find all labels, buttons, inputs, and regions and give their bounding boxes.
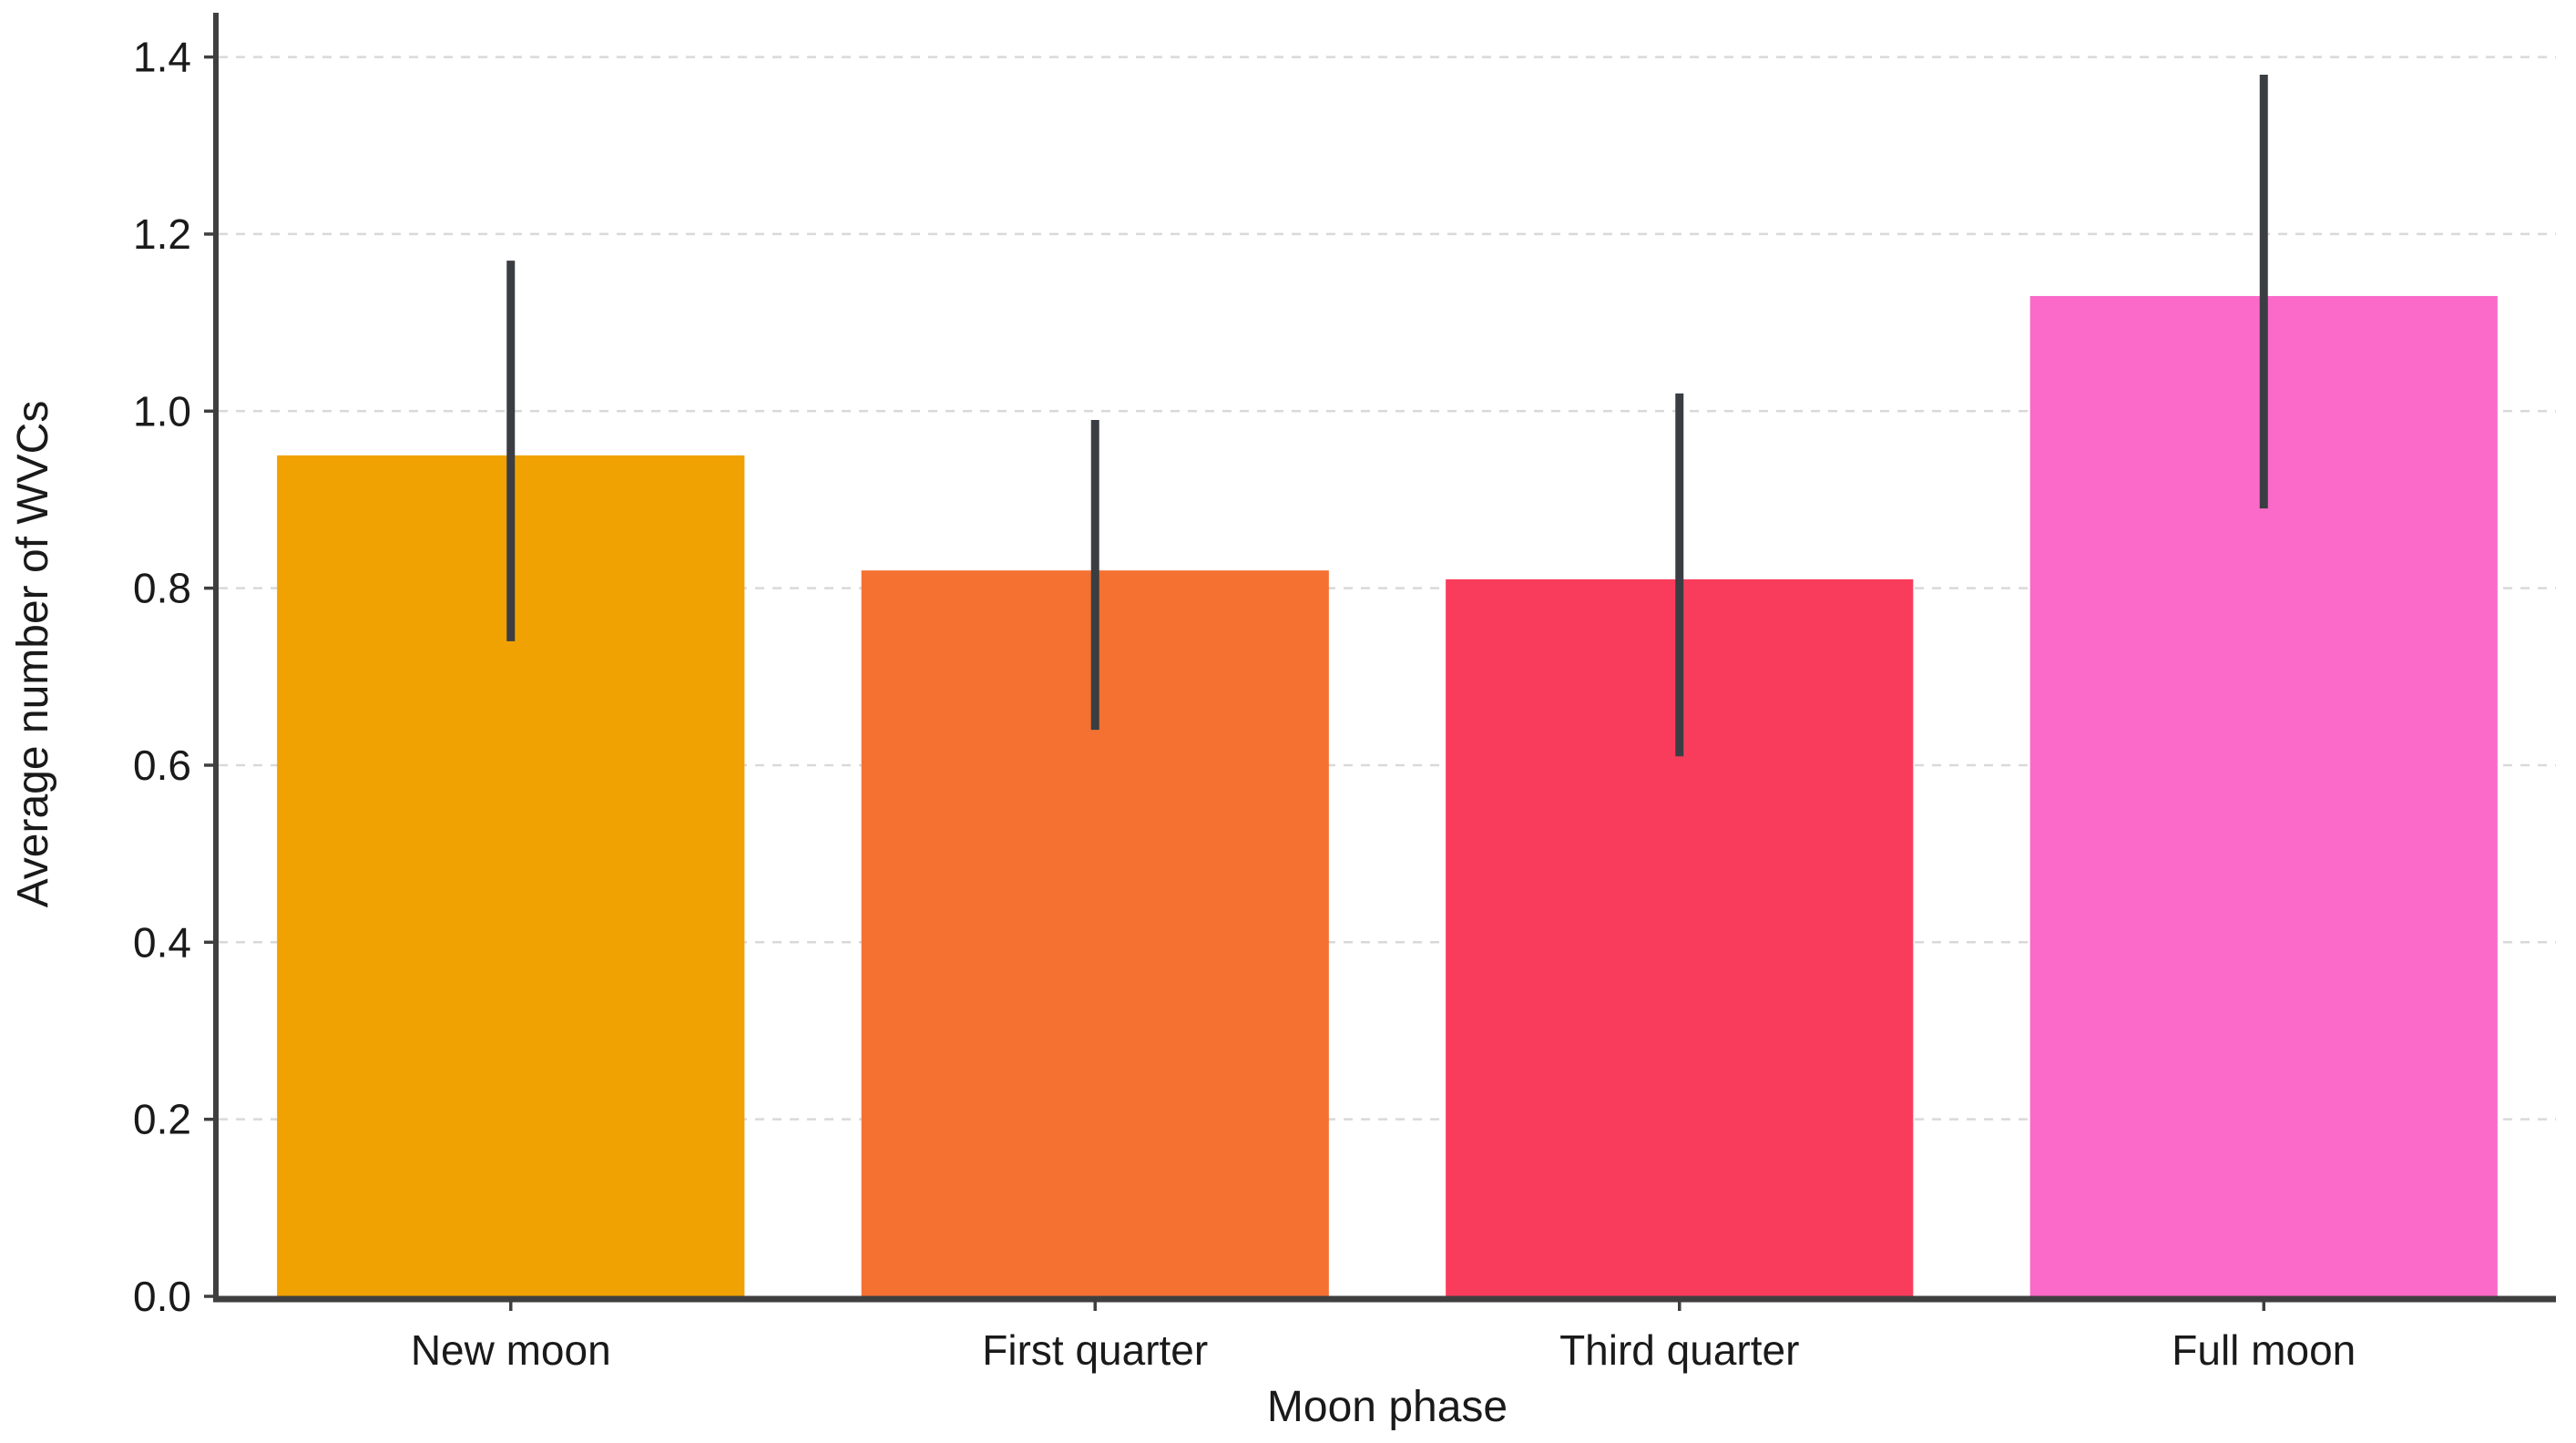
axes-layer (213, 13, 2556, 1303)
ticks-layer: 0.0 0.2 0.4 0.6 0.8 1.0 1.2 1.4 New moon First qu… (133, 34, 2356, 1374)
y-tick-label: 0.4 (133, 918, 191, 966)
x-tick-label-full-moon: Full moon (2172, 1326, 2356, 1374)
x-tick-label-new-moon: New moon (411, 1326, 611, 1374)
y-tick-label: 0.8 (133, 565, 191, 612)
y-tick-label: 0.6 (133, 742, 191, 789)
y-tick-label: 1.4 (133, 34, 191, 81)
y-tick-label: 1.0 (133, 387, 191, 435)
bars-layer (277, 295, 2498, 1297)
error-bars-layer (506, 75, 2268, 757)
y-tick-label: 1.2 (133, 210, 191, 258)
x-tick-label-third-quarter: Third quarter (1559, 1326, 1799, 1374)
y-tick-label: 0.2 (133, 1096, 191, 1143)
y-axis-label: Average number of WVCs (9, 401, 57, 908)
x-axis-label: Moon phase (1267, 1383, 1508, 1431)
y-tick-label: 0.0 (133, 1273, 191, 1320)
x-tick-label-first-quarter: First quarter (982, 1326, 1208, 1374)
